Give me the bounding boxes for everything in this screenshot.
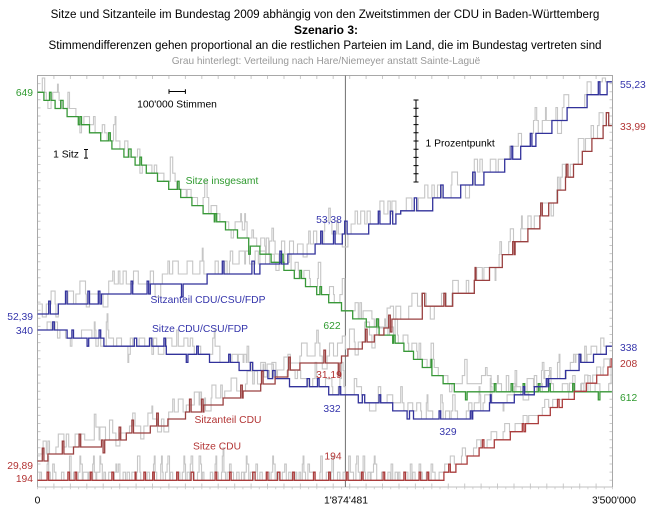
svg-text:338: 338 bbox=[620, 343, 637, 354]
svg-text:194: 194 bbox=[324, 452, 341, 463]
svg-text:Stimmendifferenzen gehen propo: Stimmendifferenzen gehen proportional an… bbox=[48, 39, 601, 52]
svg-text:Sitzanteil CDU/CSU/FDP: Sitzanteil CDU/CSU/FDP bbox=[150, 295, 265, 306]
svg-text:Grau hinterlegt: Verteilung na: Grau hinterlegt: Verteilung nach Hare/Ni… bbox=[172, 56, 481, 67]
svg-text:Szenario 3:: Szenario 3: bbox=[294, 23, 358, 37]
svg-text:55,23: 55,23 bbox=[620, 80, 646, 91]
svg-text:0: 0 bbox=[35, 496, 41, 507]
svg-text:Sitze CDU: Sitze CDU bbox=[193, 442, 241, 453]
svg-text:Sitzanteil CDU: Sitzanteil CDU bbox=[195, 415, 262, 426]
svg-text:208: 208 bbox=[620, 359, 637, 370]
svg-text:329: 329 bbox=[439, 427, 456, 438]
svg-text:1 Prozentpunkt: 1 Prozentpunkt bbox=[426, 139, 495, 150]
svg-text:53,38: 53,38 bbox=[316, 215, 342, 226]
svg-text:52,39: 52,39 bbox=[7, 312, 33, 323]
svg-text:612: 612 bbox=[620, 393, 637, 404]
svg-text:100'000 Stimmen: 100'000 Stimmen bbox=[137, 99, 217, 110]
svg-text:3'500'000: 3'500'000 bbox=[592, 496, 636, 507]
svg-text:1'874'481: 1'874'481 bbox=[324, 496, 368, 507]
svg-text:622: 622 bbox=[323, 321, 340, 332]
svg-text:194: 194 bbox=[16, 474, 33, 485]
svg-text:Sitze CDU/CSU/FDP: Sitze CDU/CSU/FDP bbox=[152, 324, 248, 335]
svg-text:1 Sitz: 1 Sitz bbox=[53, 150, 79, 161]
svg-text:33,99: 33,99 bbox=[620, 122, 646, 133]
svg-text:29,89: 29,89 bbox=[7, 461, 33, 472]
svg-text:332: 332 bbox=[323, 404, 340, 415]
svg-text:340: 340 bbox=[16, 326, 33, 337]
svg-text:649: 649 bbox=[16, 88, 33, 99]
svg-text:Sitze und Sitzanteile im Bunde: Sitze und Sitzanteile im Bundestag 2009 … bbox=[51, 8, 600, 21]
svg-text:Sitze insgesamt: Sitze insgesamt bbox=[186, 176, 259, 187]
svg-text:31,19: 31,19 bbox=[316, 370, 342, 381]
